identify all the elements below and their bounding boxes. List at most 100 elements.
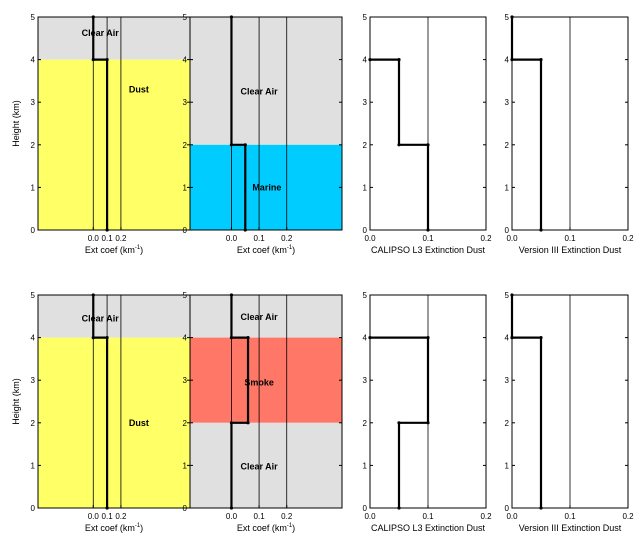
x-axis-label: Version III Extinction Dust — [519, 245, 622, 255]
x-axis-label: Ext coef (km-1) — [237, 523, 295, 533]
profile-point — [539, 506, 543, 510]
y-tick-label: 0 — [31, 504, 36, 513]
y-tick-label: 1 — [363, 461, 368, 470]
x-tick-label: 0.0 — [364, 234, 376, 243]
y-tick-label: 2 — [183, 419, 188, 428]
profile-point — [229, 336, 234, 340]
chart-panel-6: 0 1 2 3 4 5 0.0 0.1 0.2 Clear Air Smoke Clear Air Ex… — [183, 291, 343, 533]
profile-point — [368, 336, 372, 340]
chart-panel-1: 0 1 2 3 4 5 0.0 0.1 0.2 Clear Air Dust Ext coef (km… — [11, 13, 191, 255]
profile-point — [397, 421, 401, 425]
profile-point — [426, 421, 430, 425]
region-clear-air — [190, 17, 342, 145]
y-tick-label: 5 — [505, 13, 510, 22]
x-tick-label: 0.1 — [564, 512, 576, 521]
y-tick-label: 2 — [363, 141, 368, 150]
chart-panel-2: 0 1 2 3 4 5 0.0 0.1 0.2 Clear Air Marine Ext coef (… — [183, 13, 343, 255]
profile-point — [539, 336, 543, 340]
y-tick-label: 0 — [505, 226, 510, 235]
x-tick-label: 0.1 — [564, 234, 576, 243]
y-tick-label: 3 — [183, 376, 188, 385]
x-axis-label: Ext coef (km-1) — [85, 523, 143, 533]
profile-line — [230, 17, 247, 230]
x-tick-label: 0.1 — [102, 234, 114, 243]
profile-point — [243, 143, 247, 147]
y-tick-label: 2 — [31, 141, 36, 150]
profile-point — [229, 506, 234, 510]
x-tick-label: 0.2 — [480, 512, 492, 521]
profile-point — [105, 228, 109, 232]
y-tick-label: 2 — [505, 419, 510, 428]
x-axis-label: CALIPSO L3 Extinction Dust — [371, 245, 486, 255]
y-tick-label: 4 — [183, 56, 188, 65]
plot-frame — [189, 294, 343, 509]
profile-point — [426, 336, 430, 340]
profile-point — [426, 228, 430, 232]
chart-panel-3: 0 1 2 3 4 5 0.0 0.1 0.2 CALIPSO L3 Extinction Dus… — [363, 13, 493, 255]
x-tick-label: 0.0 — [506, 512, 518, 521]
y-axis-label: Height (km) — [11, 378, 21, 425]
y-tick-label: 3 — [363, 98, 368, 107]
y-tick-label: 0 — [505, 504, 510, 513]
region-label: Dust — [129, 418, 149, 428]
region-clear-air — [190, 422, 342, 508]
profile-point — [91, 15, 95, 19]
profile-point — [368, 58, 372, 62]
y-tick-label: 5 — [363, 13, 368, 22]
y-tick-label: 2 — [363, 419, 368, 428]
x-tick-label: 0.1 — [254, 234, 266, 243]
y-tick-label: 0 — [183, 226, 188, 235]
x-tick-label: 0.0 — [226, 234, 238, 243]
region-label: Smoke — [244, 377, 274, 387]
profile-point — [105, 336, 109, 340]
y-tick-label: 4 — [363, 56, 368, 65]
region-label: Clear Air — [82, 28, 120, 38]
y-tick-label: 4 — [505, 334, 510, 343]
x-tick-label: 0.2 — [115, 234, 127, 243]
x-axis-label: Version III Extinction Dust — [519, 523, 622, 533]
y-tick-label: 0 — [363, 504, 368, 513]
region-dust — [38, 337, 190, 508]
y-tick-label: 5 — [363, 291, 368, 300]
profile-point — [229, 15, 234, 19]
x-tick-label: 0.1 — [422, 234, 434, 243]
profile-point — [246, 421, 250, 425]
profile-point — [246, 336, 250, 340]
x-tick-label: 0.2 — [480, 234, 492, 243]
y-tick-label: 5 — [183, 291, 188, 300]
profile-point — [229, 293, 234, 297]
profile-point — [510, 58, 514, 62]
y-tick-label: 4 — [183, 334, 188, 343]
chart-panel-7: 0 1 2 3 4 5 0.0 0.1 0.2 CALIPSO L3 Extinction Dus… — [363, 291, 493, 533]
x-tick-label: 0.1 — [254, 512, 266, 521]
profile-point — [397, 58, 401, 62]
y-tick-label: 4 — [31, 56, 36, 65]
profile-line — [510, 295, 543, 508]
y-tick-label: 5 — [505, 291, 510, 300]
plot-frame — [189, 16, 343, 231]
region-label: Clear Air — [240, 461, 278, 471]
region-clear-air — [190, 295, 342, 338]
y-tick-label: 4 — [31, 334, 36, 343]
y-tick-label: 3 — [183, 98, 188, 107]
y-axis-label: Height (km) — [11, 100, 21, 147]
x-tick-label: 0.2 — [622, 234, 634, 243]
profile-point — [397, 143, 401, 147]
region-label: Clear Air — [240, 312, 278, 322]
region-clear-air — [38, 17, 190, 60]
region-marine — [190, 144, 342, 230]
y-tick-label: 1 — [31, 183, 36, 192]
y-tick-label: 3 — [505, 98, 510, 107]
y-tick-label: 2 — [31, 419, 36, 428]
profile-line — [510, 17, 543, 230]
y-tick-label: 5 — [31, 13, 36, 22]
profile-point — [243, 228, 247, 232]
y-tick-label: 3 — [505, 376, 510, 385]
region-label: Dust — [129, 84, 149, 94]
profile-line — [92, 17, 109, 230]
profile-point — [105, 58, 109, 62]
x-tick-label: 0.1 — [102, 512, 114, 521]
y-tick-label: 5 — [31, 291, 36, 300]
x-tick-label: 0.0 — [364, 512, 376, 521]
